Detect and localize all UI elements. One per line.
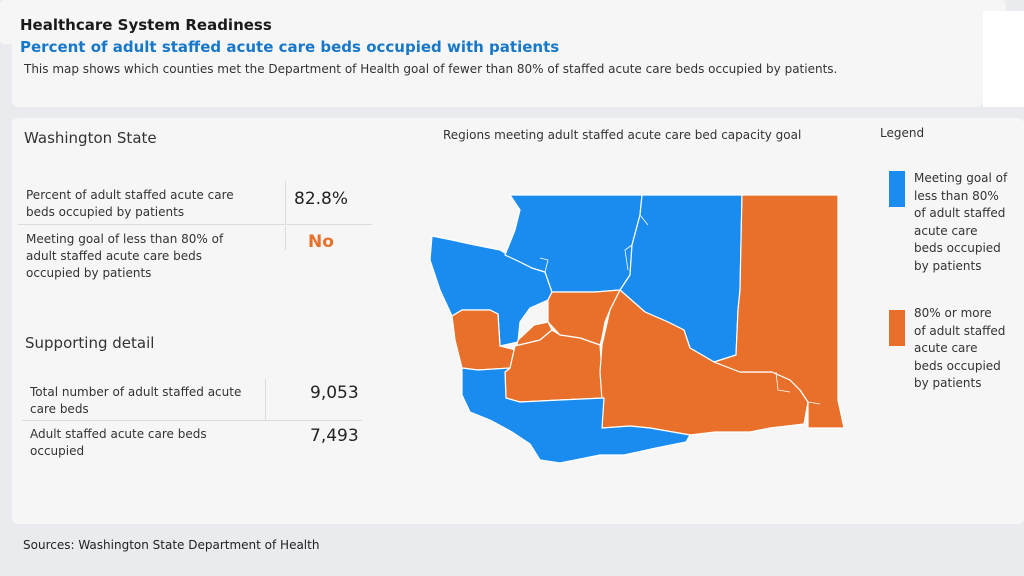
legend-swatch-not-meeting — [889, 310, 905, 346]
state-heading: Washington State — [24, 129, 157, 147]
map-title: Regions meeting adult staffed acute care… — [443, 128, 802, 142]
county-border — [807, 401, 821, 405]
row-divider — [285, 181, 286, 225]
washington-map[interactable] — [420, 180, 850, 470]
report-subtitle: Percent of adult staffed acute care beds… — [20, 38, 560, 56]
region-king-pierce[interactable] — [547, 289, 621, 346]
legend-swatch-meeting — [889, 171, 905, 207]
occupied-beds-value: 7,493 — [310, 426, 359, 446]
occupied-beds-label: Adult staffed acute care beds occupied — [30, 427, 207, 458]
row-divider — [265, 379, 266, 421]
goal-row: Meeting goal of less than 80% of adult s… — [18, 226, 372, 286]
legend-label-not-meeting: 80% or more of adult staffed acute care … — [914, 306, 1006, 390]
county-border — [624, 244, 633, 271]
goal-value: No — [308, 232, 334, 252]
county-border — [775, 371, 791, 393]
legend-label-meeting: Meeting goal of less than 80% of adult s… — [914, 171, 1008, 273]
percent-occupied-value: 82.8% — [294, 189, 349, 209]
county-border — [639, 214, 649, 226]
header-right-panel — [983, 11, 1024, 107]
total-beds-row: Total number of adult staffed acute care… — [22, 379, 362, 421]
occupied-beds-row: Adult staffed acute care beds occupied 7… — [22, 422, 362, 464]
sources-text: Sources: Washington State Department of … — [23, 538, 320, 552]
goal-label: Meeting goal of less than 80% of adult s… — [26, 232, 224, 280]
report-description: This map shows which counties met the De… — [24, 62, 838, 76]
percent-occupied-label: Percent of adult staffed acute care beds… — [26, 188, 234, 219]
total-beds-label: Total number of adult staffed acute care… — [30, 385, 242, 416]
region-southwest[interactable] — [461, 367, 691, 464]
county-border — [539, 257, 549, 273]
row-divider — [285, 226, 286, 250]
supporting-detail-heading: Supporting detail — [25, 334, 155, 352]
percent-occupied-row: Percent of adult staffed acute care beds… — [18, 181, 372, 225]
report-title: Healthcare System Readiness — [20, 16, 272, 34]
total-beds-value: 9,053 — [310, 383, 359, 403]
header-card — [12, 11, 983, 107]
region-east[interactable] — [713, 194, 845, 429]
legend-title: Legend — [880, 126, 925, 140]
